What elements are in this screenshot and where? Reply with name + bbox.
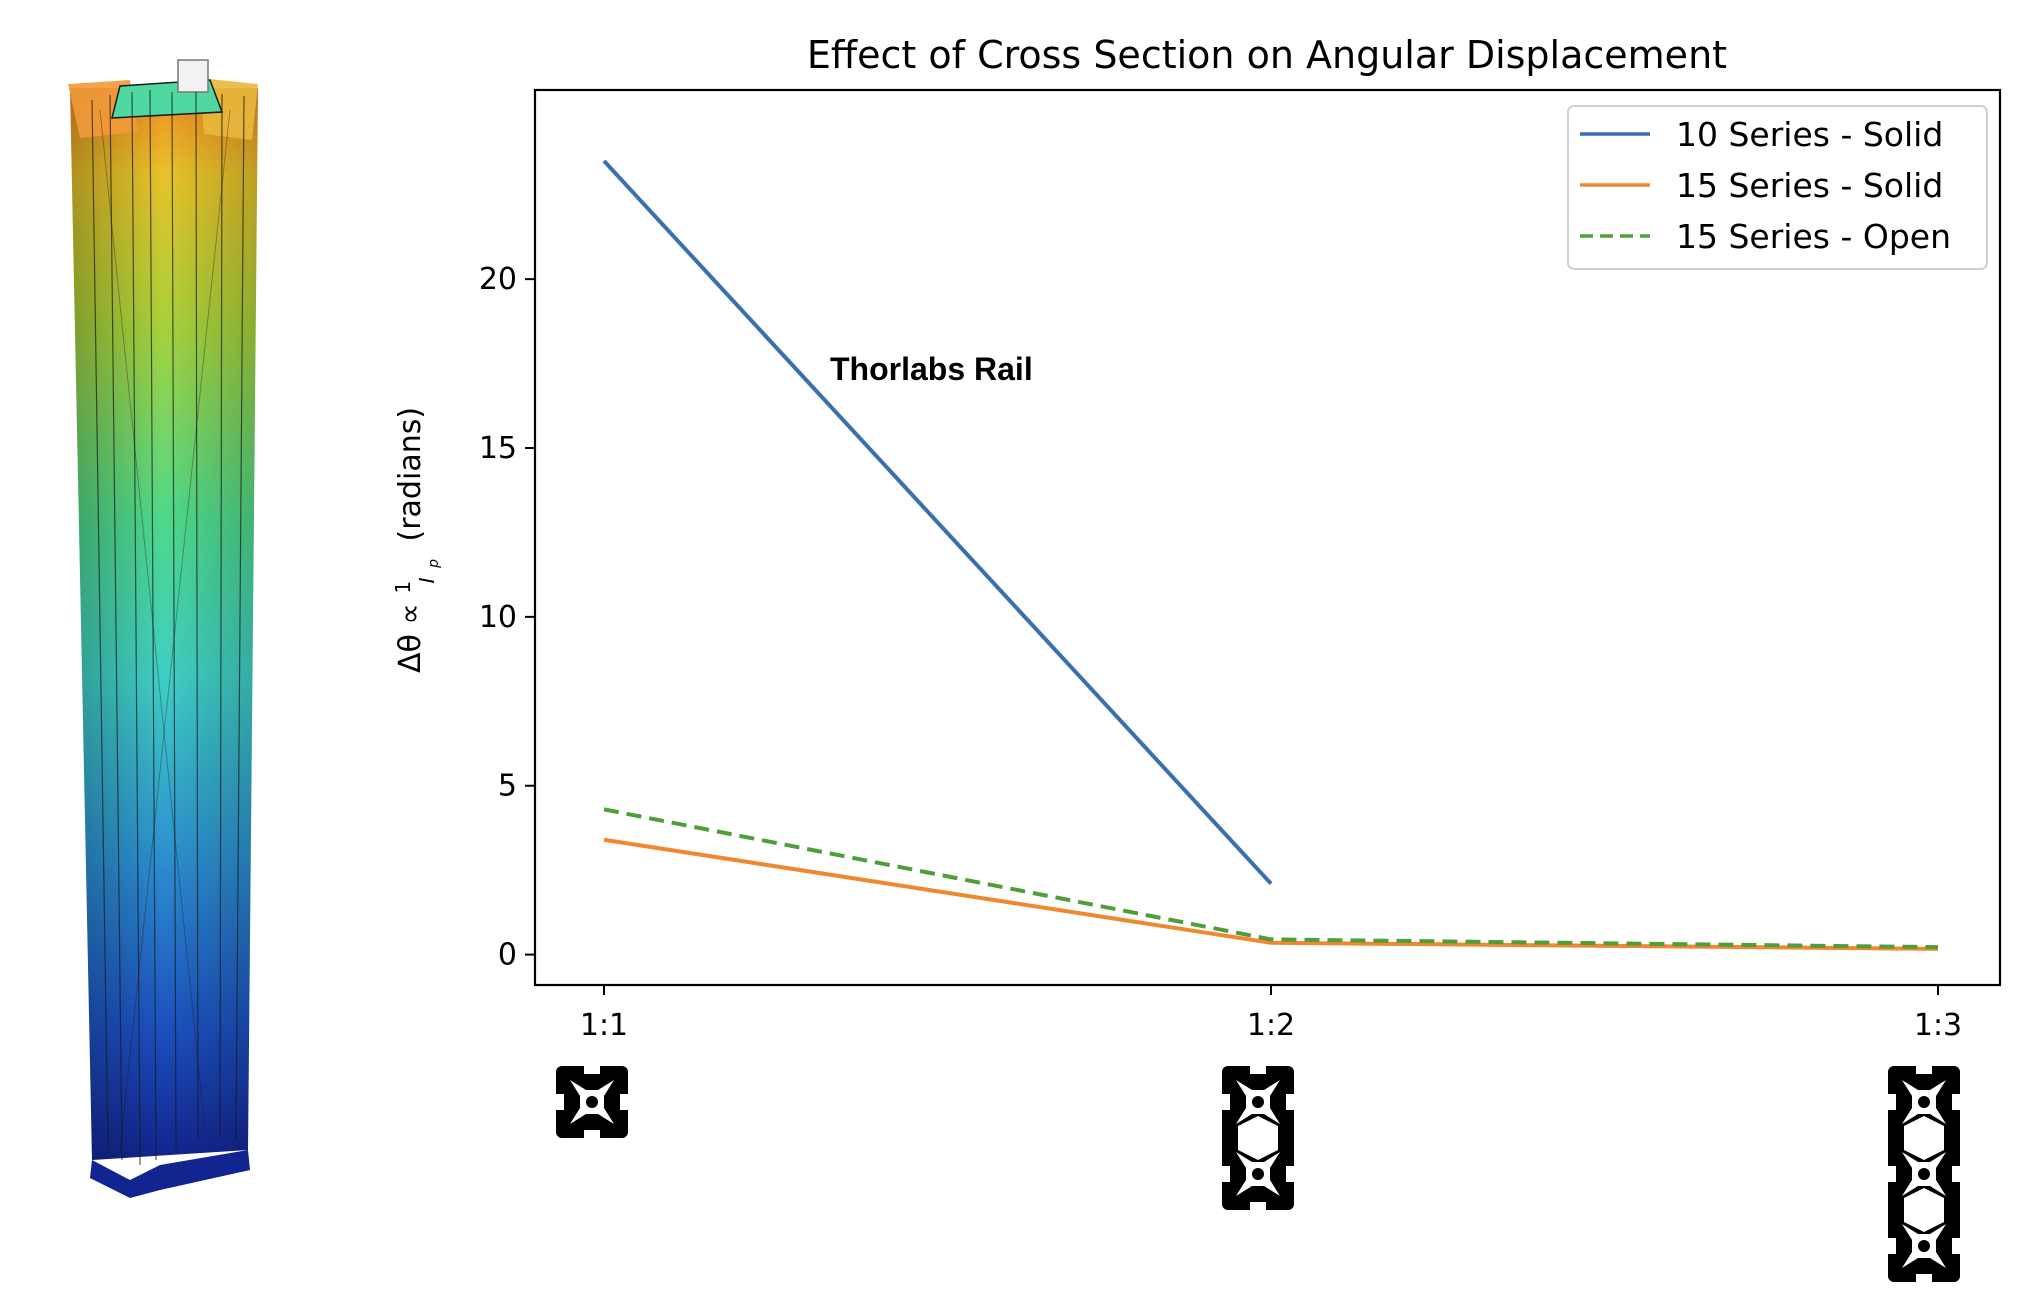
profile-1x3-icon <box>1886 1064 1962 1284</box>
x-tick-label: 1:3 <box>1914 1008 1962 1043</box>
legend-box <box>1567 105 1988 270</box>
y-tick-label: 0 <box>498 938 517 973</box>
y-axis-label-units: (radians) <box>393 407 428 542</box>
profile-1x1-icon <box>554 1064 630 1140</box>
svg-text:Δθ ∝ 1 I p: Δθ ∝ 1 I p (radians) <box>383 407 446 673</box>
legend: 10 Series - Solid 15 Series - Solid 15 S… <box>1567 105 1988 270</box>
series-line-2 <box>603 807 1939 950</box>
profile-1x2-icon <box>1220 1064 1296 1212</box>
legend-label-10-solid: 10 Series - Solid <box>1676 115 1943 154</box>
legend-label-15-open: 15 Series - Open <box>1676 217 1951 256</box>
legend-label-15-solid: 15 Series - Solid <box>1676 166 1943 205</box>
series-layer <box>602 159 1939 951</box>
y-axis-label-prefix: Δθ ∝ <box>393 594 428 673</box>
y-axis-ticks: 0 5 10 15 20 <box>479 262 535 973</box>
y-axis-label-subscript: p <box>426 559 442 569</box>
series-line-1 <box>603 837 1939 951</box>
annotation-thorlabs-rail: Thorlabs Rail <box>830 351 1033 387</box>
y-axis-label-denominator: I <box>415 577 439 583</box>
y-tick-label: 20 <box>479 262 517 297</box>
y-axis-label-numerator: 1 <box>391 581 415 594</box>
series-line-0 <box>602 159 1273 886</box>
chart-title: Effect of Cross Section on Angular Displ… <box>807 33 1727 77</box>
y-axis-label: Δθ ∝ 1 I p (radians) <box>383 407 446 673</box>
x-tick-label: 1:2 <box>1247 1008 1295 1043</box>
y-tick-label: 15 <box>479 431 517 466</box>
x-tick-label: 1:1 <box>580 1008 628 1043</box>
y-tick-label: 5 <box>498 769 517 804</box>
twisted-extrusion-fea-render <box>68 59 258 1198</box>
x-axis-ticks: 1:1 1:2 1:3 <box>580 985 1962 1043</box>
plot-frame <box>533 88 2002 987</box>
y-tick-label: 10 <box>479 600 517 635</box>
